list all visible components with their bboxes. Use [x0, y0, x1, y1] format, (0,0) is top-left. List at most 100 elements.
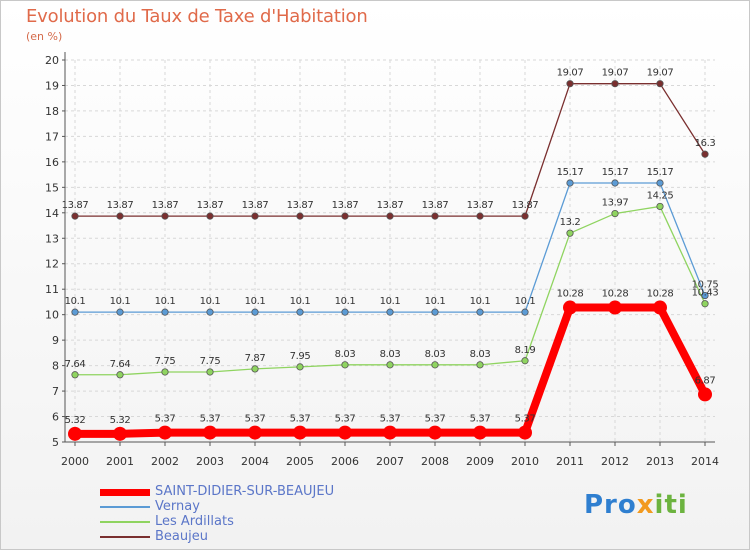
data-point — [71, 308, 79, 316]
legend-label: SAINT-DIDIER-SUR-BEAUJEU — [155, 484, 335, 499]
data-label: 10.1 — [290, 296, 311, 307]
data-label: 13.87 — [62, 200, 89, 211]
data-point — [341, 361, 349, 369]
data-label: 13.87 — [107, 200, 134, 211]
data-point — [116, 371, 124, 379]
data-label: 5.37 — [200, 414, 221, 425]
data-point — [701, 291, 709, 300]
data-label: 7.87 — [245, 353, 266, 364]
legend-entry: Vernay — [100, 499, 420, 514]
data-point — [296, 363, 304, 371]
data-point — [518, 425, 532, 440]
data-point — [251, 212, 259, 220]
data-label: 8.03 — [470, 349, 491, 360]
data-label: 10.1 — [470, 296, 491, 307]
data-point — [116, 308, 124, 316]
data-label: 13.2 — [560, 217, 581, 228]
data-point — [656, 80, 664, 88]
data-point — [113, 426, 127, 441]
y-tick-label: 15 — [45, 181, 59, 194]
y-tick-label: 10 — [45, 309, 59, 322]
data-point — [473, 425, 487, 440]
data-point — [161, 368, 169, 376]
data-label: 5.37 — [470, 414, 491, 425]
data-point — [251, 308, 259, 316]
y-tick-label: 12 — [45, 258, 59, 271]
legend-label: Les Ardillats — [155, 514, 234, 529]
chart-title: Evolution du Taux de Taxe d'Habitation — [26, 6, 368, 27]
data-label: 5.37 — [515, 414, 536, 425]
x-tick-label: 2014 — [691, 455, 719, 468]
data-point — [116, 212, 124, 220]
x-tick-label: 2009 — [466, 455, 494, 468]
x-tick-label: 2003 — [196, 455, 224, 468]
data-label: 19.07 — [647, 68, 674, 79]
data-point — [653, 300, 667, 315]
data-label: 15.17 — [647, 167, 674, 178]
data-point — [341, 212, 349, 220]
legend-entry: SAINT-DIDIER-SUR-BEAUJEU — [100, 484, 420, 499]
data-point — [476, 308, 484, 316]
data-point — [476, 212, 484, 220]
logo-part-1: Pro — [584, 490, 637, 520]
unit-label: (en %) — [26, 30, 63, 43]
data-point — [566, 80, 574, 88]
data-point — [161, 308, 169, 316]
data-label: 5.37 — [245, 414, 266, 425]
data-point — [383, 425, 397, 440]
y-tick-label: 20 — [45, 54, 59, 67]
data-label: 13.87 — [512, 200, 539, 211]
data-point — [203, 425, 217, 440]
legend-swatch — [100, 506, 150, 508]
data-label: 8.19 — [515, 345, 536, 356]
legend-swatch — [100, 488, 150, 496]
data-label: 19.07 — [602, 68, 629, 79]
legend-entry: Les Ardillats — [100, 514, 420, 529]
data-label: 10.1 — [200, 296, 221, 307]
data-point — [386, 308, 394, 316]
data-label: 7.64 — [110, 359, 131, 370]
logo-part-3: iti — [654, 490, 688, 520]
data-point — [71, 371, 79, 379]
data-point — [431, 308, 439, 316]
data-label: 10.1 — [335, 296, 356, 307]
x-tick-label: 2011 — [556, 455, 584, 468]
x-tick-label: 2008 — [421, 455, 449, 468]
data-point — [338, 425, 352, 440]
y-tick-label: 7 — [52, 385, 59, 398]
y-tick-label: 18 — [45, 105, 59, 118]
data-label: 8.03 — [425, 349, 446, 360]
data-point — [206, 212, 214, 220]
data-point — [701, 300, 709, 308]
data-point — [296, 308, 304, 316]
data-point — [386, 361, 394, 369]
x-tick-label: 2007 — [376, 455, 404, 468]
data-point — [296, 212, 304, 220]
data-point — [71, 212, 79, 220]
data-label: 10.1 — [515, 296, 536, 307]
data-label: 10.43 — [692, 288, 719, 299]
data-point — [698, 387, 712, 402]
data-label: 10.1 — [245, 296, 266, 307]
legend: SAINT-DIDIER-SUR-BEAUJEU Vernay Les Ardill… — [100, 484, 420, 544]
legend-label: Beaujeu — [155, 529, 208, 544]
y-tick-label: 6 — [52, 411, 59, 424]
x-tick-label: 2000 — [61, 455, 89, 468]
data-label: 13.87 — [287, 200, 314, 211]
data-point — [161, 212, 169, 220]
data-label: 7.95 — [290, 351, 311, 362]
data-label: 10.28 — [647, 289, 674, 300]
data-point — [251, 365, 259, 373]
data-point — [386, 212, 394, 220]
data-point — [431, 212, 439, 220]
y-tick-label: 5 — [52, 436, 59, 449]
y-tick-label: 9 — [52, 334, 59, 347]
data-label: 10.1 — [65, 296, 86, 307]
data-point — [341, 308, 349, 316]
data-labels: 13.87 13.87 13.87 13.87 13.87 13.87 13.87 13.87… — [62, 68, 719, 426]
data-label: 13.87 — [152, 200, 179, 211]
data-point — [428, 425, 442, 440]
data-label: 16.3 — [695, 138, 716, 149]
data-label: 8.03 — [335, 349, 356, 360]
